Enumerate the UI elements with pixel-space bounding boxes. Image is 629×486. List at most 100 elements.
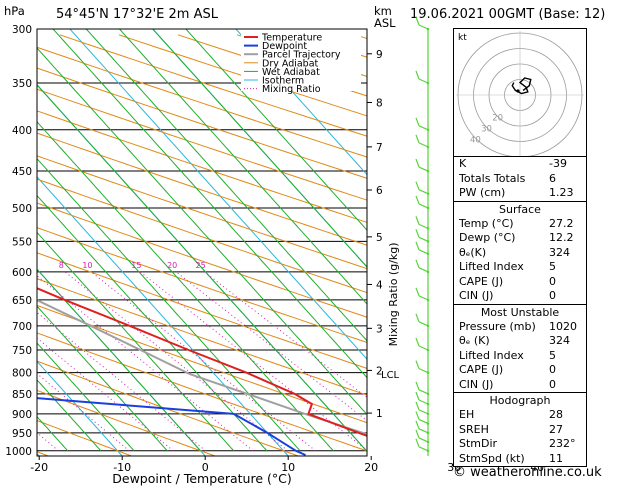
wet-adiabat-line [37,47,367,416]
index-value-pw: 1.23 [549,186,574,199]
surface-value: 0 [549,274,556,288]
wet-adiabat-line [37,121,334,452]
hodograph-storm-motion [516,89,520,93]
legend-box [241,30,361,91]
wet-adiabat-line [37,305,168,452]
wind-barb-dot [426,240,430,243]
wind-barb [415,429,420,439]
wind-barb [415,158,420,168]
mu-value: 0 [549,363,556,376]
hodo-value: 28 [549,408,563,421]
wind-barb [415,16,420,26]
pressure-tick-label: 800 [12,368,32,380]
hodograph-kt-label: kt [458,33,467,43]
dry-adiabat-line [37,132,367,246]
pressure-tick-label: 650 [12,295,32,307]
pressure-tick-label: 500 [12,203,32,215]
wet-adiabat-line [37,415,69,452]
mu-label: CIN (J) [459,377,494,391]
wind-barb [418,203,429,209]
wind-barb [418,24,429,30]
mu-label: θₑ (K) [459,334,490,347]
pressure-tick-label: 700 [12,321,32,333]
legend-label: Dewpoint [262,41,307,52]
dry-adiabat-line [37,110,367,223]
table-row: Temp (°C) 27.2 [454,217,586,232]
hodo-value: 27 [549,422,563,436]
wind-barb-dot [426,440,430,444]
wind-barb [415,195,420,205]
index-label-pw: PW (cm) [459,186,506,199]
pressure-tick-label: 1000 [5,446,32,458]
table-row: StmDir 232° [454,437,586,452]
wet-adiabat-line [52,29,367,379]
pressure-tick-label: 850 [12,389,32,401]
pressure-tick-label: 900 [12,409,32,421]
hodo-label: StmSpd (kt) [459,451,525,465]
pressure-tick-label: 300 [12,24,32,36]
wind-barb [418,428,429,434]
wind-barb-dot [426,169,430,173]
wind-barb [418,223,429,229]
wet-adiabat-line [85,29,367,342]
wind-barb [418,321,429,327]
mu-label: CAPE (J) [459,363,504,376]
wind-barb [418,437,429,443]
dry-adiabat-line [37,202,367,318]
wind-barb [418,368,429,374]
dry-adiabat-line [37,304,367,424]
wet-adiabat-line [37,231,235,452]
surface-value: 324 [549,245,570,259]
legend-label: Parcel Trajectory [262,50,341,61]
datetime-title: 19.06.2021 00GMT (Base: 12) [410,7,606,22]
isotherm-line [235,29,367,176]
wind-barb [415,229,420,238]
hodograph-title: Hodograph [489,394,551,407]
wind-barb [418,166,429,172]
mu-label: Pressure (mb) [459,319,536,333]
index-value-k: -39 [549,157,567,170]
wind-barb [415,391,420,401]
hodograph-trace [511,77,532,95]
pressure-tick-label: 550 [12,236,32,248]
wind-barb [415,381,420,391]
x-tick-label: -10 [113,461,131,474]
hodo-label: SREH [459,422,489,436]
pressure-tick-label: 450 [12,166,32,178]
hodo-label: EH [459,408,475,421]
hodograph-ring-label: 20 [492,113,503,123]
surface-label: Temp (°C) [459,216,514,230]
surface-value: 5 [549,260,556,273]
wind-barb-dot [426,192,430,195]
wind-barb-dot [426,412,430,416]
km-tick-label: 1 [376,408,383,420]
wind-barb [418,446,429,452]
km-tick-label: 3 [376,323,383,335]
mu-value: 5 [549,348,556,362]
wet-adiabat-line [185,29,367,231]
wind-barb [415,241,420,251]
wind-barb [418,409,429,415]
km-tick-label: 7 [376,142,383,154]
table-row: StmSpd (kt) 11 [454,452,586,467]
index-value-totals: 6 [549,171,556,185]
wind-barb-dot [426,371,430,374]
wind-barb-dot [426,252,430,256]
wind-barb [418,236,429,242]
x-tick-label: 0 [202,461,209,474]
wind-barb-dot [426,270,430,274]
km-tick-label: 9 [376,49,383,61]
wind-barb [418,399,429,405]
wet-adiabat-line [37,194,268,452]
pressure-tick-label: 350 [12,78,32,90]
surface-label: CIN (J) [459,289,494,302]
wet-adiabat-line [152,29,367,268]
x-axis-label: Dewpoint / Temperature (°C) [112,471,291,486]
wind-barb-dot [426,227,430,230]
legend-label: Isotherm [262,76,304,87]
x-tick-label: 10 [281,461,295,474]
wind-barb [415,420,420,430]
table-row: Lifted Index 5 [454,349,586,364]
wind-barb [415,411,420,420]
